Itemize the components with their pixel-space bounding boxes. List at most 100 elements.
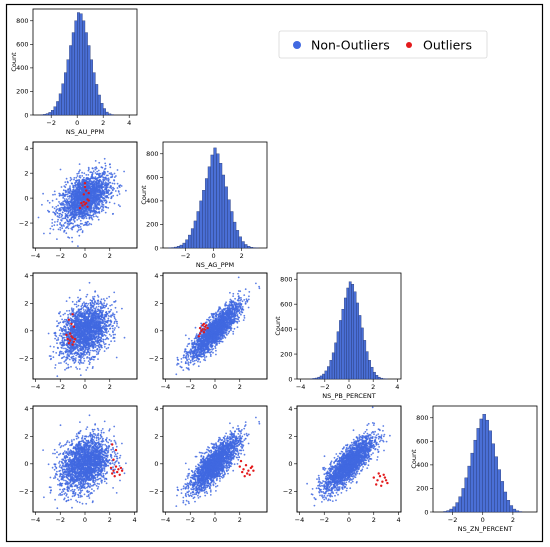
- non-outlier-point: [57, 204, 59, 207]
- non-outlier-point: [108, 343, 111, 346]
- non-outlier-point: [114, 306, 117, 309]
- non-outlier-point: [81, 175, 84, 177]
- non-outlier-point: [97, 169, 100, 172]
- non-outlier-point: [91, 214, 94, 217]
- non-outlier-point: [108, 189, 111, 192]
- non-outlier-point: [70, 356, 73, 359]
- histogram-bar: [368, 360, 371, 380]
- non-outlier-point: [83, 360, 86, 362]
- non-outlier-point: [92, 200, 94, 203]
- non-outlier-point: [110, 340, 112, 343]
- non-outlier-point: [103, 197, 106, 200]
- hist-2-ytick-label: 600: [280, 300, 292, 308]
- histogram-bar: [95, 84, 99, 116]
- non-outlier-point: [98, 350, 100, 352]
- non-outlier-point: [62, 217, 65, 220]
- histogram-bar: [506, 500, 511, 513]
- histogram-bar: [449, 508, 453, 513]
- non-outlier-point: [69, 191, 72, 193]
- histogram-ylabel: Count: [410, 449, 418, 469]
- non-outlier-point: [100, 166, 103, 169]
- non-outlier-point: [67, 210, 70, 213]
- non-outlier-point: [98, 343, 101, 346]
- histogram-bar: [458, 496, 462, 513]
- non-outlier-point: [85, 179, 87, 182]
- non-outlier-point: [97, 173, 100, 176]
- non-outlier-point: [115, 175, 117, 177]
- non-outlier-point: [93, 301, 96, 303]
- non-outlier-point: [92, 184, 94, 186]
- non-outlier-point: [92, 208, 95, 210]
- non-outlier-point: [113, 320, 116, 323]
- non-outlier-point: [66, 310, 68, 312]
- non-outlier-point: [96, 353, 98, 356]
- non-outlier-point: [109, 327, 112, 330]
- non-outlier-point: [99, 196, 102, 199]
- non-outlier-point: [52, 228, 55, 231]
- non-outlier-point: [61, 217, 64, 220]
- non-outlier-point: [93, 302, 95, 305]
- non-outlier-point: [83, 343, 85, 346]
- non-outlier-point: [75, 326, 78, 328]
- non-outlier-point: [102, 298, 105, 300]
- non-outlier-point: [89, 335, 92, 337]
- histogram-bar: [230, 211, 234, 249]
- non-outlier-point: [102, 342, 105, 344]
- non-outlier-point: [61, 214, 64, 217]
- hist-3-xtick-label: 2: [511, 516, 515, 524]
- non-outlier-point: [79, 349, 81, 352]
- non-outlier-point: [84, 349, 86, 352]
- histogram-bar: [324, 370, 328, 380]
- non-outlier-point: [92, 335, 95, 338]
- non-outlier-point: [57, 337, 60, 339]
- non-outlier-point: [79, 182, 82, 185]
- histogram-bar: [210, 154, 214, 249]
- non-outlier-point: [61, 227, 64, 230]
- non-outlier-point: [69, 185, 71, 188]
- non-outlier-point: [96, 202, 99, 205]
- non-outlier-point: [61, 338, 64, 340]
- non-outlier-point: [48, 211, 50, 213]
- non-outlier-point: [92, 325, 94, 328]
- non-outlier-point: [87, 213, 90, 216]
- non-outlier-point: [118, 191, 120, 193]
- non-outlier-point: [87, 177, 90, 180]
- non-outlier-point: [67, 366, 70, 369]
- non-outlier-point: [53, 190, 56, 193]
- non-outlier-point: [46, 199, 49, 202]
- non-outlier-point: [49, 227, 52, 230]
- non-outlier-point: [77, 339, 80, 342]
- non-outlier-point: [79, 289, 81, 292]
- non-outlier-point: [88, 168, 90, 171]
- non-outlier-point: [63, 329, 65, 332]
- non-outlier-point: [54, 221, 56, 223]
- non-outlier-point: [81, 318, 84, 321]
- outlier-point: [80, 201, 83, 205]
- non-outlier-point: [103, 306, 106, 309]
- non-outlier-point: [66, 193, 69, 196]
- non-outlier-point: [81, 171, 83, 174]
- non-outlier-point: [103, 346, 106, 348]
- non-outlier-point: [75, 311, 78, 314]
- non-outlier-point: [64, 326, 67, 328]
- non-outlier-point: [109, 323, 111, 326]
- histogram-bar: [51, 110, 54, 116]
- histogram-bar: [314, 377, 318, 380]
- non-outlier-point: [79, 321, 82, 323]
- non-outlier-point: [103, 157, 106, 160]
- non-outlier-point: [56, 208, 59, 211]
- histogram-bar: [66, 59, 70, 116]
- non-outlier-point: [119, 205, 121, 208]
- non-outlier-point: [76, 196, 79, 199]
- non-outlier-point: [97, 305, 100, 308]
- non-outlier-point: [109, 166, 112, 169]
- scatter-2-ytick-label: 2: [154, 300, 158, 308]
- non-outlier-point: [100, 210, 103, 213]
- non-outlier-point: [95, 333, 97, 336]
- scatter-1-xtick-label: 2: [108, 383, 112, 391]
- non-outlier-point: [78, 368, 81, 370]
- non-outlier-points: [47, 281, 126, 378]
- scatter-1-ytick-label: −2: [19, 355, 29, 363]
- non-outlier-point: [68, 207, 71, 209]
